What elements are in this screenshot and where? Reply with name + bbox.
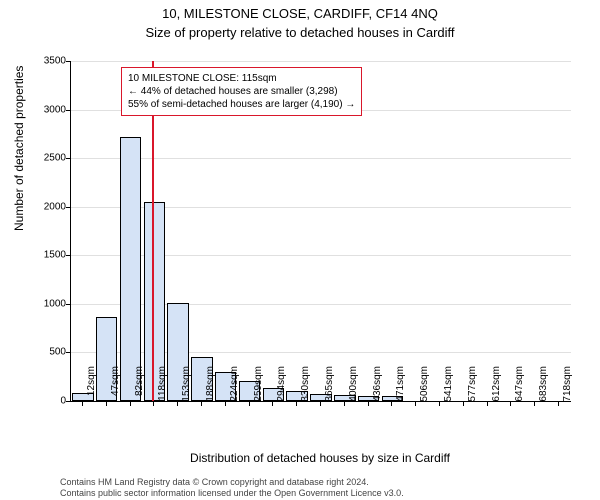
y-tick-label: 1500 — [26, 250, 66, 261]
plot-area: 10 MILESTONE CLOSE: 115sqm ← 44% of deta… — [70, 61, 571, 402]
x-tick-mark — [368, 401, 369, 406]
x-tick-mark — [177, 401, 178, 406]
y-tick-label: 0 — [26, 396, 66, 407]
x-tick-mark — [201, 401, 202, 406]
y-tick-label: 2000 — [26, 201, 66, 212]
footer-line-2: Contains public sector information licen… — [60, 488, 404, 500]
x-axis-label: Distribution of detached houses by size … — [60, 451, 580, 465]
page-title: 10, MILESTONE CLOSE, CARDIFF, CF14 4NQ — [0, 6, 600, 23]
x-tick-mark — [106, 401, 107, 406]
x-tick-label: 683sqm — [538, 366, 549, 406]
x-tick-label: 718sqm — [562, 366, 573, 406]
gridline — [71, 158, 571, 159]
y-axis-label: Number of detached properties — [12, 66, 26, 231]
x-tick-mark — [153, 401, 154, 406]
annotation-line-1: 10 MILESTONE CLOSE: 115sqm — [128, 72, 355, 85]
y-tick-mark — [66, 401, 71, 402]
x-tick-label: 12sqm — [86, 366, 97, 406]
footer-text: Contains HM Land Registry data © Crown c… — [60, 477, 404, 500]
y-tick-mark — [66, 255, 71, 256]
x-tick-label: 612sqm — [491, 366, 502, 406]
x-tick-mark — [344, 401, 345, 406]
annotation-box: 10 MILESTONE CLOSE: 115sqm ← 44% of deta… — [121, 67, 362, 116]
bar — [120, 137, 141, 401]
x-tick-label: 400sqm — [348, 366, 359, 406]
x-tick-mark — [320, 401, 321, 406]
x-tick-label: 541sqm — [443, 366, 454, 406]
x-tick-label: 153sqm — [181, 366, 192, 406]
x-tick-label: 436sqm — [372, 366, 383, 406]
y-tick-label: 500 — [26, 347, 66, 358]
x-tick-label: 118sqm — [157, 366, 168, 406]
x-tick-label: 330sqm — [300, 366, 311, 406]
x-tick-mark — [510, 401, 511, 406]
x-tick-mark — [487, 401, 488, 406]
annotation-line-2: ← 44% of detached houses are smaller (3,… — [128, 85, 355, 98]
x-tick-label: 47sqm — [110, 366, 121, 406]
chart-zone: Number of detached properties 10 MILESTO… — [60, 61, 580, 431]
x-tick-label: 506sqm — [419, 366, 430, 406]
x-tick-mark — [130, 401, 131, 406]
y-tick-label: 2500 — [26, 153, 66, 164]
x-tick-mark — [272, 401, 273, 406]
x-tick-mark — [225, 401, 226, 406]
y-tick-label: 3500 — [26, 56, 66, 67]
y-tick-mark — [66, 110, 71, 111]
gridline — [71, 61, 571, 62]
x-tick-mark — [558, 401, 559, 406]
y-tick-mark — [66, 304, 71, 305]
x-tick-mark — [249, 401, 250, 406]
page-subtitle: Size of property relative to detached ho… — [0, 25, 600, 40]
x-tick-label: 365sqm — [324, 366, 335, 406]
x-tick-label: 577sqm — [467, 366, 478, 406]
annotation-line-3: 55% of semi-detached houses are larger (… — [128, 98, 355, 111]
y-tick-mark — [66, 207, 71, 208]
x-tick-mark — [391, 401, 392, 406]
chart-container: 10, MILESTONE CLOSE, CARDIFF, CF14 4NQ S… — [0, 6, 600, 500]
footer-line-1: Contains HM Land Registry data © Crown c… — [60, 477, 404, 489]
x-tick-mark — [415, 401, 416, 406]
x-tick-label: 259sqm — [253, 366, 264, 406]
x-tick-label: 188sqm — [205, 366, 216, 406]
x-tick-mark — [534, 401, 535, 406]
x-tick-mark — [82, 401, 83, 406]
x-tick-label: 647sqm — [514, 366, 525, 406]
y-tick-mark — [66, 352, 71, 353]
x-tick-mark — [296, 401, 297, 406]
x-tick-mark — [463, 401, 464, 406]
x-tick-label: 82sqm — [134, 366, 145, 406]
x-tick-label: 294sqm — [276, 366, 287, 406]
x-tick-mark — [439, 401, 440, 406]
y-tick-mark — [66, 61, 71, 62]
y-tick-mark — [66, 158, 71, 159]
y-tick-label: 1000 — [26, 298, 66, 309]
x-tick-label: 471sqm — [395, 366, 406, 406]
x-tick-label: 224sqm — [229, 366, 240, 406]
y-tick-label: 3000 — [26, 104, 66, 115]
